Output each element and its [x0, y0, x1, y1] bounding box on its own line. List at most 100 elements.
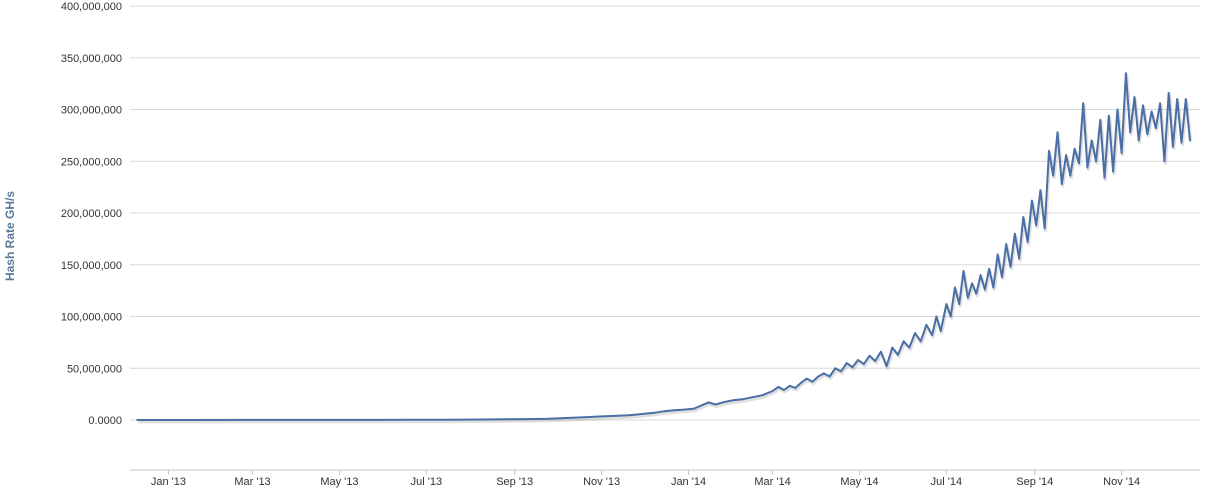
data-point [788, 384, 791, 387]
data-point [1056, 131, 1059, 134]
series-line [137, 72, 1191, 421]
data-point [857, 359, 859, 361]
data-point [1039, 189, 1042, 192]
data-point [939, 330, 942, 332]
x-tick-label: Jul '13 [411, 476, 442, 488]
data-point [707, 401, 710, 404]
data-point [721, 401, 724, 404]
data-point [805, 377, 808, 380]
data-point [1163, 160, 1166, 163]
data-point [1060, 183, 1063, 185]
y-tick-label: 350,000,000 [61, 53, 122, 65]
data-point [885, 365, 888, 368]
data-point [777, 386, 780, 388]
data-point [1086, 166, 1089, 169]
data-point [823, 372, 825, 375]
x-tick-label: Nov '14 [1103, 476, 1140, 488]
data-point [1069, 174, 1072, 177]
data-point [958, 303, 961, 305]
data-point [897, 353, 899, 356]
data-point [1172, 145, 1174, 148]
x-tick-label: Nov '13 [583, 476, 620, 488]
data-point [482, 418, 485, 421]
data-point [1154, 127, 1157, 129]
data-point [1159, 102, 1161, 105]
data-point [1184, 98, 1187, 100]
data-point [949, 315, 952, 318]
data-point [526, 418, 529, 420]
data-point [828, 375, 831, 378]
data-point [992, 286, 995, 289]
x-axis: Jan '13 Mar '13 May '13 Jul '13 Sep '13 Nov '… [130, 469, 1200, 488]
data-point [1026, 241, 1029, 243]
data-point [714, 403, 717, 406]
data-point [1013, 232, 1016, 235]
data-point [1116, 108, 1119, 111]
data-point [862, 363, 865, 365]
x-tick-label: Jan '13 [151, 476, 186, 488]
data-point [771, 390, 774, 392]
data-point [1120, 152, 1123, 154]
data-point [1099, 119, 1102, 121]
data-point [600, 415, 603, 418]
data-point [988, 268, 990, 270]
data-point [1137, 139, 1140, 142]
data-point [811, 380, 814, 383]
x-tick-label: Mar '14 [754, 476, 790, 488]
data-point [935, 315, 938, 318]
data-point [1073, 147, 1076, 150]
data-point [817, 375, 820, 378]
data-point [613, 415, 616, 417]
data-point [794, 387, 797, 389]
data-point [996, 253, 999, 256]
data-point [583, 416, 586, 419]
data-point [1095, 160, 1097, 163]
data-point [1090, 139, 1093, 142]
data-point [1035, 224, 1038, 227]
data-point [800, 381, 802, 384]
y-tick-label: 300,000,000 [61, 105, 122, 117]
data-point [1176, 98, 1179, 100]
data-point [971, 282, 973, 285]
data-point [402, 418, 405, 421]
y-tick-label: 100,000,000 [61, 312, 122, 324]
data-point [1018, 257, 1020, 260]
data-point [1129, 131, 1132, 134]
x-tick-label: May '13 [320, 476, 358, 488]
data-point [874, 360, 877, 362]
data-point [975, 292, 978, 295]
data-point [338, 419, 341, 421]
data-point [840, 370, 842, 373]
data-point [1065, 154, 1067, 156]
x-tick-label: May '14 [840, 476, 878, 488]
data-point [1125, 72, 1127, 75]
x-tick-label: Mar '13 [234, 476, 270, 488]
data-point [984, 288, 986, 291]
data-point [1005, 243, 1008, 246]
data-point [1142, 104, 1144, 107]
data-point [627, 414, 630, 417]
data-point [891, 346, 894, 349]
data-point [919, 340, 922, 343]
y-tick-label: 150,000,000 [61, 260, 122, 272]
data-point [845, 362, 848, 364]
data-point [945, 303, 948, 305]
data-point [663, 410, 666, 413]
data-point [1022, 216, 1025, 219]
data-point [187, 419, 190, 421]
data-point [1001, 276, 1003, 279]
data-point [1167, 92, 1170, 94]
data-point [783, 389, 785, 391]
data-point [653, 411, 656, 414]
data-point [1146, 133, 1149, 136]
y-tick-label: 50,000,000 [67, 363, 122, 375]
data-point [673, 409, 676, 412]
data-point [1031, 199, 1033, 202]
data-point [1107, 114, 1110, 117]
y-axis-ticks: 0.0000 50,000,000 100,000,000 150,000,000 20… [61, 1, 122, 427]
series-line-shadow [138, 73, 1193, 424]
data-point [954, 286, 956, 289]
data-point [731, 399, 734, 402]
data-point [741, 398, 744, 401]
